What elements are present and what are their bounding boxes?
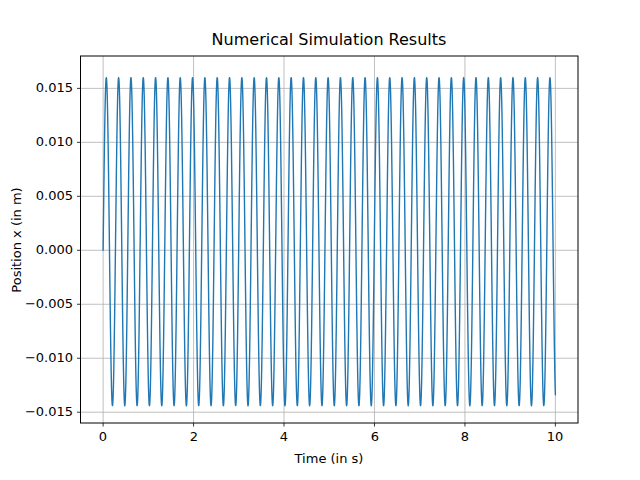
x-tick-label: 8 (440, 430, 490, 444)
y-tick-label: 0.015 (0, 81, 73, 95)
x-tick-label: 6 (350, 430, 400, 444)
x-tick-label: 10 (530, 430, 580, 444)
plot-area (0, 0, 640, 480)
y-tick-label: 0.000 (0, 243, 73, 257)
y-tick-label: −0.010 (0, 351, 73, 365)
y-tick-label: −0.005 (0, 297, 73, 311)
x-axis-label: Time (in s) (80, 451, 578, 466)
figure-canvas: Numerical Simulation Results Position x … (0, 0, 640, 480)
y-tick-label: −0.015 (0, 405, 73, 419)
chart-title: Numerical Simulation Results (80, 31, 578, 49)
y-tick-label: 0.005 (0, 189, 73, 203)
x-tick-label: 2 (169, 430, 219, 444)
x-tick-label: 0 (78, 430, 128, 444)
x-tick-label: 4 (259, 430, 309, 444)
y-axis-label: Position x (in m) (9, 187, 24, 292)
y-tick-label: 0.010 (0, 135, 73, 149)
waveform-line (103, 78, 555, 406)
